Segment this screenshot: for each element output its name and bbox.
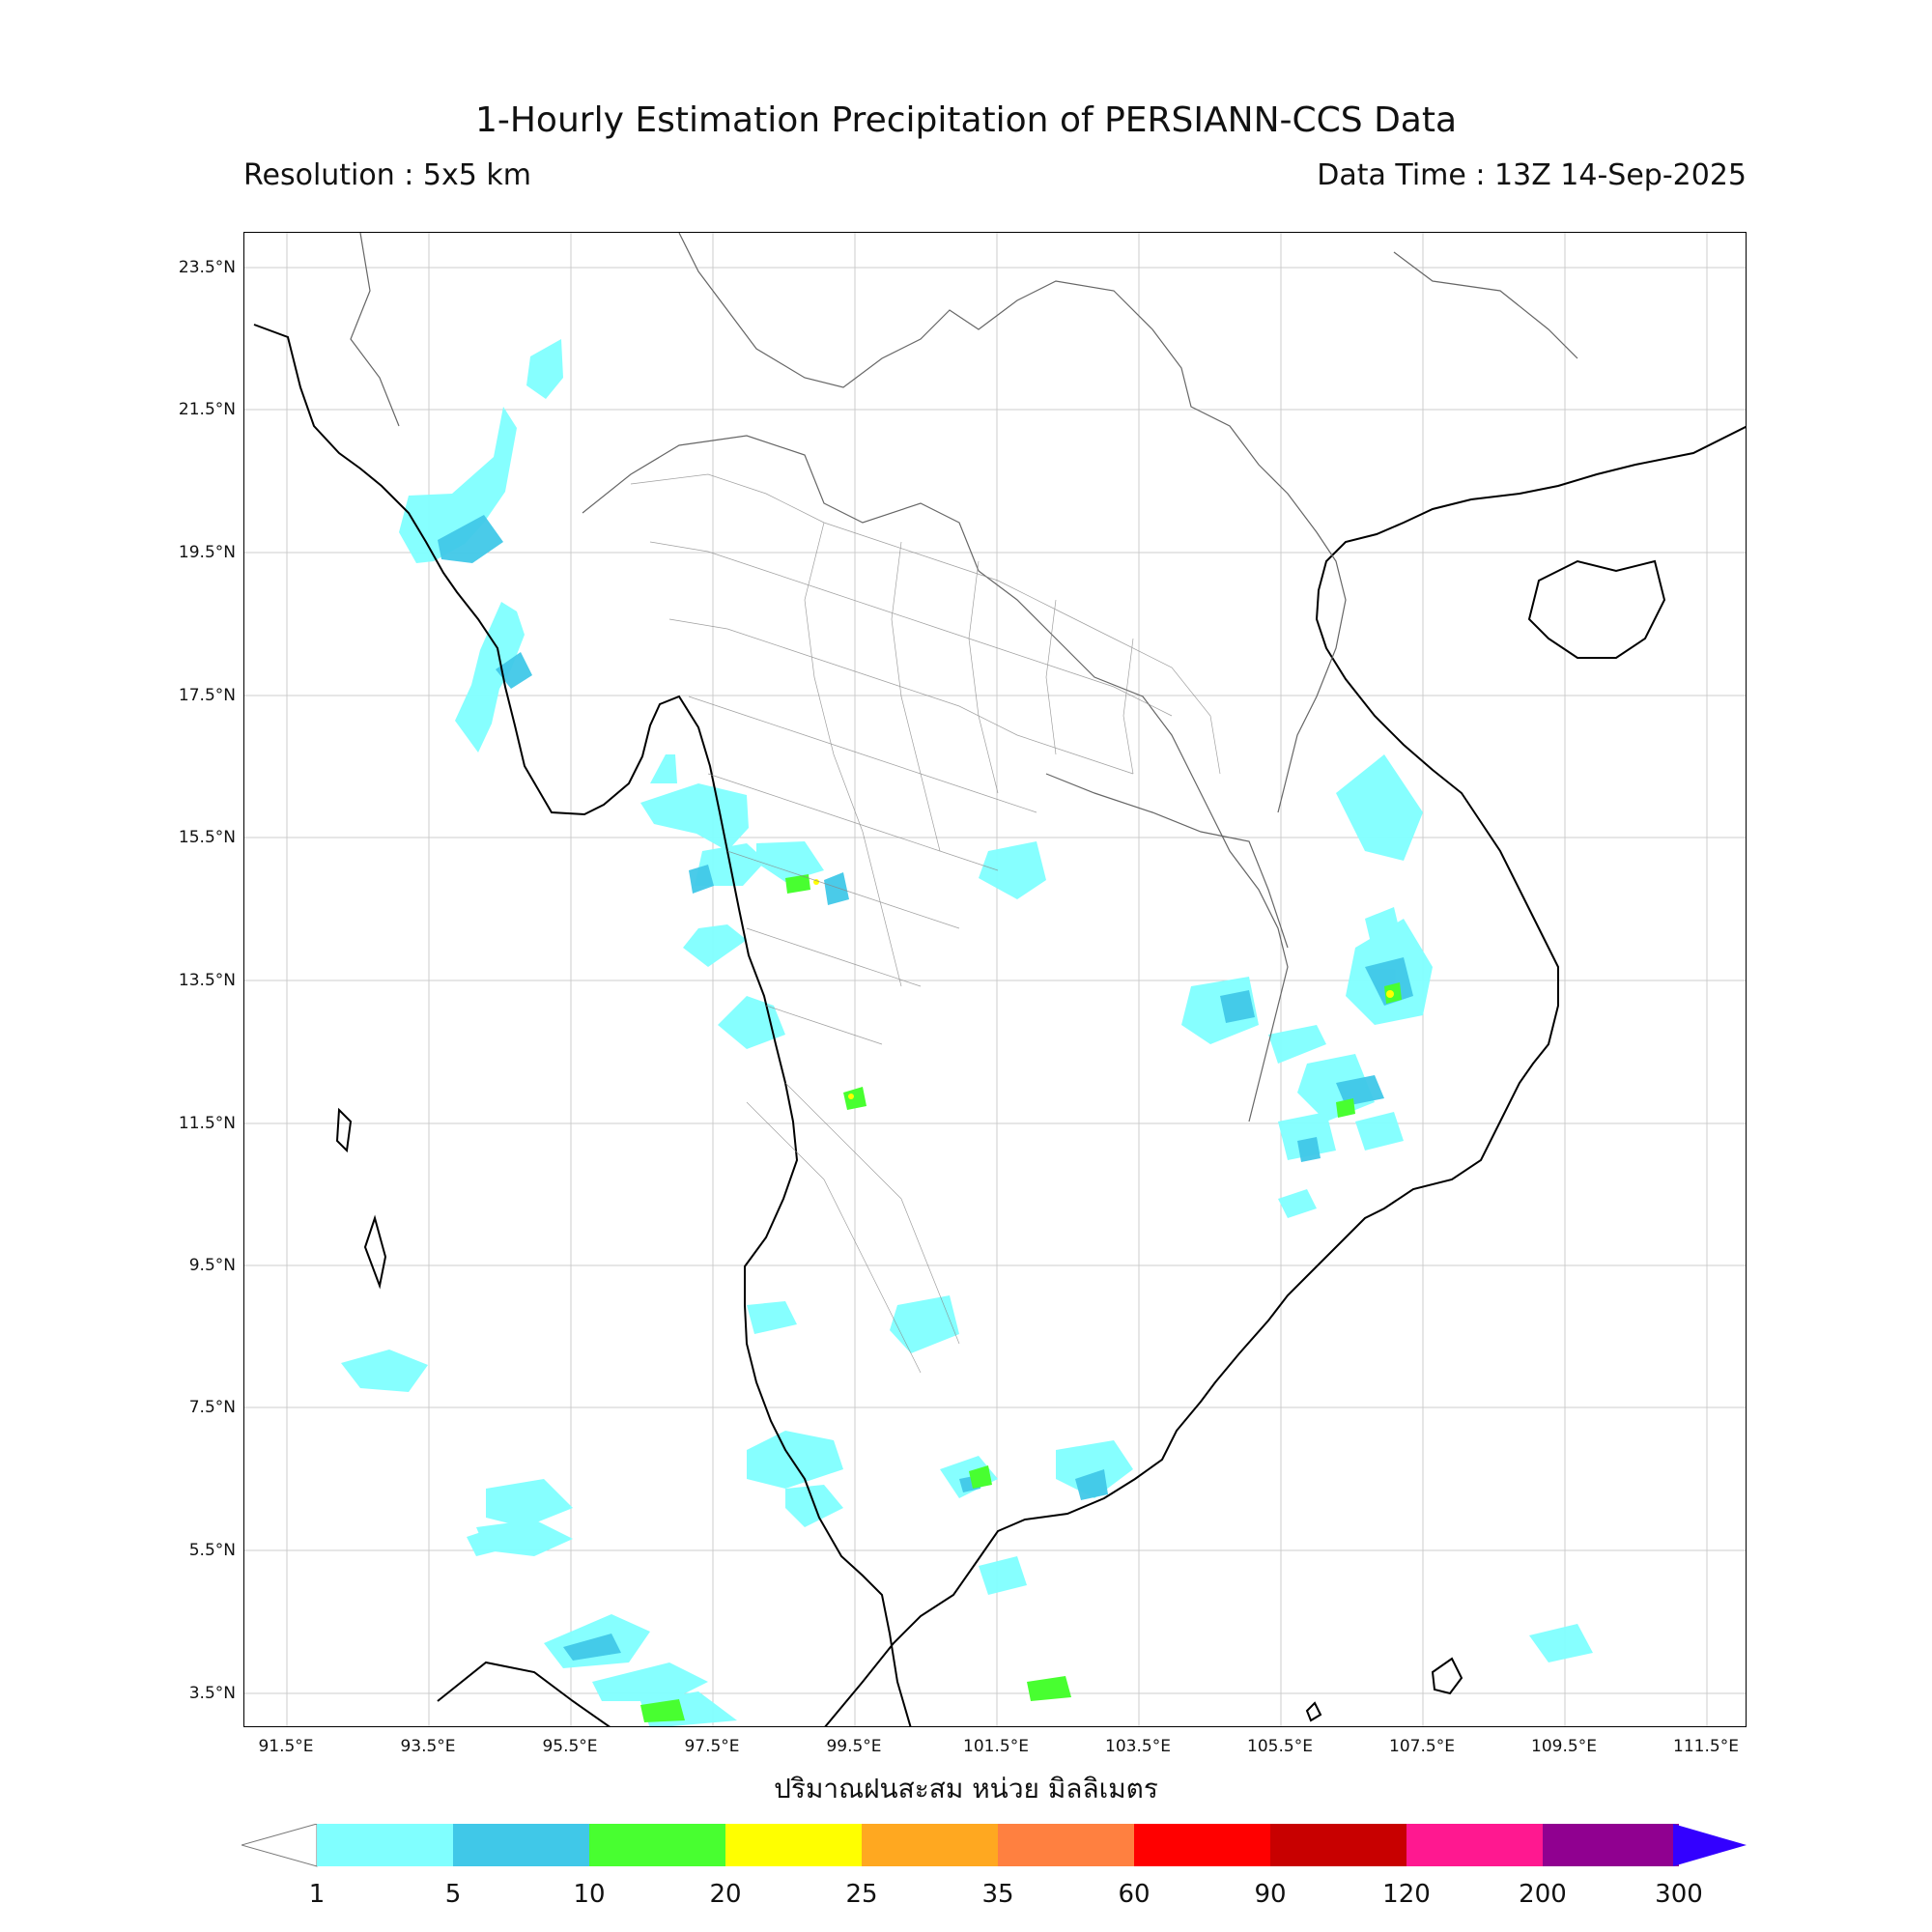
lon-tick-label: 103.5°E <box>1105 1737 1171 1756</box>
lat-tick-label: 5.5°N <box>188 1541 236 1560</box>
lon-tick-label: 95.5°E <box>542 1737 598 1756</box>
lat-tick-label: 13.5°N <box>178 971 236 990</box>
colorbar-under-arrow <box>242 1824 318 1867</box>
precipitation-map <box>244 233 1746 1726</box>
rain-layer-light <box>341 339 1593 1726</box>
lon-tick-label: 97.5°E <box>684 1737 740 1756</box>
resolution-label: Resolution : 5x5 km <box>243 158 531 192</box>
province-borders <box>630 473 1221 1374</box>
colorbar-segment <box>998 1824 1134 1866</box>
colorbar-segment <box>1406 1824 1543 1866</box>
lat-tick-label: 3.5°N <box>188 1684 236 1703</box>
lat-tick-label: 17.5°N <box>178 686 236 705</box>
colorbar-tick-label: 5 <box>444 1880 462 1909</box>
colorbar-segment <box>317 1824 453 1866</box>
lon-tick-label: 105.5°E <box>1247 1737 1313 1756</box>
graticule <box>244 233 1746 1726</box>
colorbar-tick-label: 300 <box>1655 1880 1703 1909</box>
colorbar-tick-label: 35 <box>981 1880 1014 1909</box>
lat-tick-label: 11.5°N <box>178 1114 236 1133</box>
lat-tick-label: 7.5°N <box>188 1398 236 1417</box>
colorbar-unit-label: ปริมาณฝนสะสม หน่วย มิลลิเมตร <box>774 1773 1158 1804</box>
colorbar-tick-label: 10 <box>573 1880 606 1909</box>
map-panel <box>243 232 1747 1727</box>
borders <box>350 233 1578 1122</box>
colorbar-segments <box>317 1824 1679 1866</box>
colorbar-tick-label: 20 <box>709 1880 742 1909</box>
lon-tick-label: 109.5°E <box>1531 1737 1597 1756</box>
rain-layer-heavy <box>640 874 1402 1722</box>
lon-tick-label: 111.5°E <box>1673 1737 1739 1756</box>
colorbar-segment <box>1134 1824 1270 1866</box>
coastlines <box>253 324 1746 1726</box>
colorbar-tick-label: 25 <box>845 1880 878 1909</box>
colorbar-segment <box>862 1824 998 1866</box>
lat-tick-label: 15.5°N <box>178 828 236 847</box>
colorbar-tick-label: 120 <box>1382 1880 1431 1909</box>
colorbar-tick-label: 1 <box>308 1880 326 1909</box>
lon-tick-label: 93.5°E <box>400 1737 456 1756</box>
lon-tick-label: 91.5°E <box>258 1737 314 1756</box>
lat-tick-label: 19.5°N <box>178 543 236 562</box>
data-time-label: Data Time : 13Z 14-Sep-2025 <box>1317 158 1747 192</box>
lat-tick-label: 9.5°N <box>188 1256 236 1275</box>
colorbar <box>242 1824 1747 1867</box>
colorbar-tick-label: 60 <box>1118 1880 1151 1909</box>
lon-tick-label: 99.5°E <box>826 1737 882 1756</box>
colorbar-segment <box>1543 1824 1679 1866</box>
colorbar-segment <box>1270 1824 1406 1866</box>
lat-tick-label: 23.5°N <box>178 258 236 277</box>
colorbar-segment <box>589 1824 725 1866</box>
lat-tick-label: 21.5°N <box>178 400 236 419</box>
rain-layer-intense <box>813 879 1394 1099</box>
colorbar-tick-label: 90 <box>1254 1880 1287 1909</box>
lon-tick-label: 107.5°E <box>1389 1737 1455 1756</box>
lon-tick-label: 101.5°E <box>963 1737 1029 1756</box>
colorbar-segment <box>453 1824 589 1866</box>
colorbar-segment <box>725 1824 862 1866</box>
colorbar-over-arrow <box>1673 1824 1747 1866</box>
colorbar-tick-label: 200 <box>1519 1880 1567 1909</box>
chart-title: 1-Hourly Estimation Precipitation of PER… <box>474 100 1458 140</box>
rain-layer-moderate <box>438 515 1413 1661</box>
